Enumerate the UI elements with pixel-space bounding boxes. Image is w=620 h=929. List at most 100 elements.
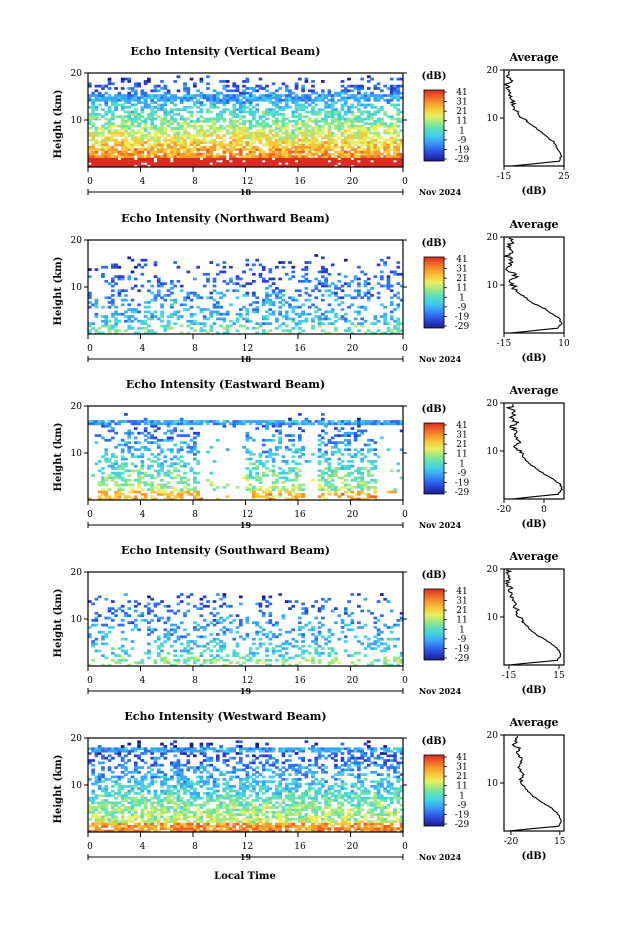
echo-cell <box>156 115 161 119</box>
echo-cell <box>298 150 302 154</box>
echo-cell <box>186 145 191 149</box>
echo-cell <box>189 450 194 454</box>
echo-cell <box>255 471 260 475</box>
echo-cell <box>284 488 289 491</box>
echo-cell <box>173 150 177 154</box>
echo-cell <box>245 317 250 321</box>
echo-cell <box>101 654 105 657</box>
echo-cell <box>304 312 309 316</box>
echo-cell <box>117 607 122 610</box>
echo-cell <box>357 265 361 269</box>
echo-cell <box>242 157 246 161</box>
echo-cell <box>147 431 151 435</box>
avg-x-axis-label: (dB) <box>522 353 547 364</box>
echo-cell <box>107 77 112 81</box>
echo-cell <box>94 84 99 88</box>
echo-cell <box>350 422 355 426</box>
echo-cell <box>127 326 132 330</box>
echo-cell <box>252 326 256 330</box>
echo-cell <box>130 129 135 133</box>
day-label: 18 <box>240 354 252 364</box>
echo-cell <box>255 89 260 93</box>
echo-cell <box>294 654 299 657</box>
echo-cell <box>110 131 115 135</box>
echo-cell <box>176 310 181 314</box>
echo-cell <box>258 453 263 456</box>
echo-cell <box>202 604 207 608</box>
echo-cell <box>245 159 250 163</box>
echo-cell <box>160 129 164 133</box>
echo-cell <box>222 331 227 335</box>
echo-cell <box>209 152 214 156</box>
echo-cell <box>275 89 279 93</box>
echo-cell <box>320 129 325 133</box>
echo-cell <box>120 450 125 454</box>
echo-cell <box>258 152 263 156</box>
echo-cell <box>291 159 296 163</box>
echo-cell <box>366 422 371 426</box>
echo-cell <box>229 152 233 156</box>
echo-cell <box>153 424 158 428</box>
echo-cell <box>317 462 322 466</box>
echo-cell <box>307 152 312 156</box>
echo-cell <box>107 424 112 428</box>
echo-cell <box>140 431 145 435</box>
echo-cell <box>238 157 243 161</box>
echo-cell <box>170 633 174 636</box>
echo-cell <box>389 289 394 293</box>
echo-cell <box>179 492 184 496</box>
echo-cell <box>212 120 217 123</box>
echo-cell <box>396 94 401 97</box>
echo-cell <box>380 94 384 97</box>
echo-cell <box>383 94 387 97</box>
echo-cell <box>366 96 371 100</box>
echo-cell <box>294 462 299 466</box>
echo-cell <box>314 129 319 133</box>
echo-cell <box>386 448 391 452</box>
echo-cell <box>248 152 253 156</box>
echo-cell <box>311 628 315 632</box>
echo-cell <box>255 148 260 151</box>
echo-cell <box>193 656 197 660</box>
echo-cell <box>271 115 276 119</box>
echo-cell <box>363 597 368 601</box>
echo-cell <box>294 420 299 423</box>
echo-cell <box>117 159 122 163</box>
echo-cell <box>340 460 345 463</box>
echo-cell <box>209 110 214 114</box>
echo-cell <box>261 155 266 158</box>
echo-cell <box>278 141 282 144</box>
echo-cell <box>330 263 335 267</box>
echo-cell <box>357 284 361 288</box>
echo-cell <box>137 602 141 606</box>
echo-cell <box>232 162 237 166</box>
echo-cell <box>222 103 227 107</box>
echo-cell <box>288 96 292 100</box>
echo-cell <box>386 155 391 158</box>
echo-cell <box>160 117 164 121</box>
echo-cell <box>396 84 401 88</box>
echo-cell <box>327 640 332 643</box>
echo-cell <box>268 101 273 104</box>
echo-cell <box>350 619 355 622</box>
echo-cell <box>298 129 302 133</box>
echo-cell <box>258 422 263 426</box>
echo-cell <box>314 277 319 281</box>
echo-cell <box>163 136 168 140</box>
echo-cell <box>140 481 145 484</box>
echo-cell <box>150 162 155 166</box>
echo-cell <box>330 94 335 97</box>
echo-cell <box>189 448 194 452</box>
echo-cell <box>366 127 371 130</box>
echo-cell <box>209 654 214 657</box>
echo-cell <box>94 619 99 622</box>
echo-cell <box>386 87 391 90</box>
echo-cell <box>170 497 174 501</box>
echo-cell <box>366 329 371 333</box>
echo-cell <box>340 96 345 100</box>
echo-cell <box>120 630 125 634</box>
echo-cell <box>147 289 151 293</box>
echo-cell <box>173 420 177 423</box>
echo-cell <box>330 661 335 665</box>
echo-cell <box>245 164 250 168</box>
